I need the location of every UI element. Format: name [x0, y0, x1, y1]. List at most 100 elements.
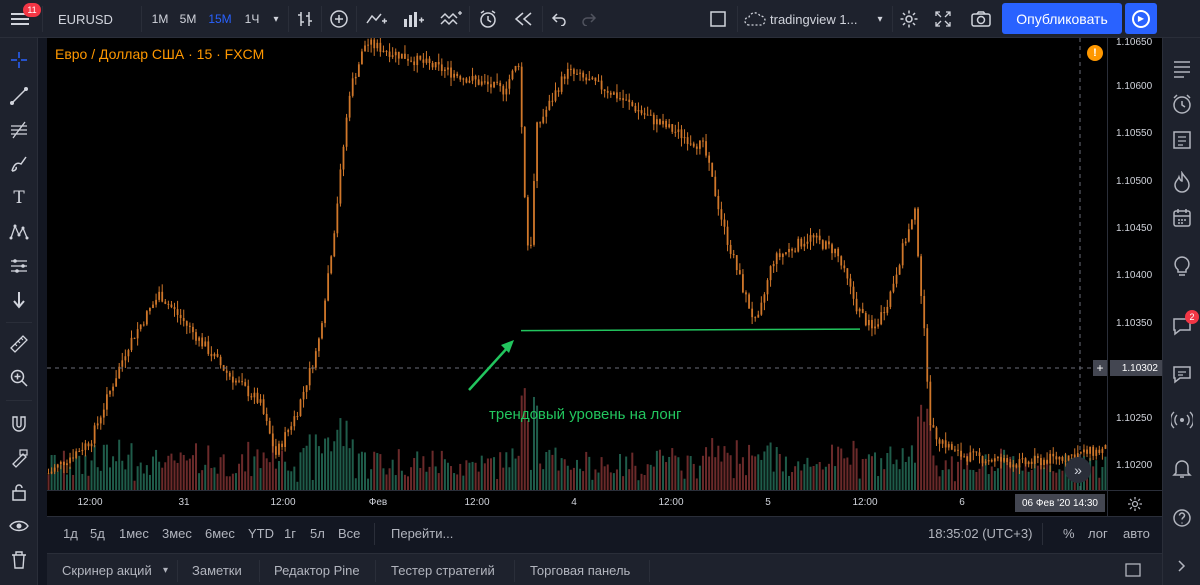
volume-bar	[904, 461, 907, 490]
watchlist-icon[interactable]	[1163, 50, 1200, 86]
annotation-text[interactable]: трендовый уровень на лонг	[489, 406, 682, 423]
undo-icon[interactable]	[545, 0, 573, 38]
time-axis[interactable]: 12:00 31 12:00 Фев 12:00 4 12:00 5 12:00…	[47, 490, 1107, 516]
range-1m[interactable]: 1мес	[119, 526, 149, 541]
symbol-search-button[interactable]: EURUSD	[58, 11, 113, 27]
range-5y[interactable]: 5л	[310, 526, 325, 541]
chevron-down-icon[interactable]: ▾	[273, 13, 279, 25]
trend-line-icon[interactable]	[0, 80, 38, 112]
auto-toggle[interactable]: авто	[1123, 526, 1150, 541]
maximize-panel-icon[interactable]	[1125, 554, 1141, 585]
menu-icon[interactable]	[0, 0, 40, 38]
publish-button[interactable]: Опубликовать	[1002, 3, 1122, 34]
notifications-icon[interactable]	[1163, 450, 1200, 486]
redo-icon[interactable]	[575, 0, 603, 38]
tab-notes[interactable]: Заметки	[192, 562, 242, 578]
divider	[6, 400, 32, 401]
candle-body	[1089, 446, 1092, 454]
candle-body	[990, 460, 993, 462]
hotlist-icon[interactable]	[1163, 164, 1200, 200]
range-1y[interactable]: 1г	[284, 526, 296, 541]
prediction-icon[interactable]	[0, 250, 38, 282]
candle-body	[785, 252, 787, 254]
publish-video-button[interactable]: ▶	[1125, 3, 1157, 34]
help-icon[interactable]	[1163, 500, 1200, 536]
ruler-icon[interactable]	[0, 328, 38, 360]
streams-icon[interactable]	[1163, 402, 1200, 438]
arrow-down-icon[interactable]	[0, 284, 38, 316]
candle-body	[505, 88, 508, 95]
eye-icon[interactable]	[0, 510, 38, 542]
magnet-icon[interactable]	[0, 408, 38, 440]
volume-bar	[763, 451, 766, 490]
range-3m[interactable]: 3мес	[162, 526, 192, 541]
tab-pine-editor[interactable]: Редактор Pine	[274, 562, 360, 578]
fib-tool-icon[interactable]	[0, 114, 38, 146]
data-window-icon[interactable]	[1163, 122, 1200, 158]
chevron-right-icon[interactable]	[1163, 548, 1200, 584]
bar-style-icon[interactable]	[290, 0, 320, 38]
percent-toggle[interactable]: %	[1063, 526, 1075, 541]
candle-body	[428, 58, 431, 64]
templates-icon[interactable]	[434, 0, 468, 38]
add-compare-icon[interactable]	[324, 0, 354, 38]
calendar-icon[interactable]	[1163, 200, 1200, 236]
warning-icon[interactable]: !	[1087, 45, 1103, 61]
tab-trading-panel[interactable]: Торговая панель	[530, 562, 631, 578]
tab-stock-screener[interactable]: Скринер акций	[62, 562, 152, 578]
volume-bar	[145, 465, 148, 490]
pattern-icon[interactable]	[0, 216, 38, 248]
ideas-icon[interactable]	[1163, 248, 1200, 284]
clock-timezone[interactable]: 18:35:02 (UTC+3)	[928, 526, 1033, 541]
chart-pane[interactable]: Евро / Доллар США · 15 · FXCM трендовый …	[47, 38, 1107, 490]
candle-body	[1104, 444, 1107, 449]
chart-legend[interactable]: Евро / Доллар США · 15 · FXCM	[55, 46, 265, 62]
range-all[interactable]: Все	[338, 526, 361, 541]
scroll-to-realtime-icon[interactable]: »	[1065, 457, 1091, 483]
interval-1m[interactable]: 1М	[151, 12, 169, 26]
gear-icon[interactable]	[1107, 490, 1162, 516]
lock-icon[interactable]	[0, 476, 38, 508]
tab-strategy-tester[interactable]: Тестер стратегий	[391, 562, 495, 578]
goto-date-button[interactable]: Перейти...	[391, 526, 454, 541]
candle-body	[689, 143, 692, 145]
plus-icon[interactable]: +	[1093, 360, 1107, 376]
zoom-in-icon[interactable]	[0, 362, 38, 394]
range-ytd[interactable]: YTD	[248, 526, 274, 541]
layout-square-icon[interactable]	[702, 0, 734, 38]
fullscreen-icon[interactable]	[928, 0, 958, 38]
range-1d[interactable]: 1д	[63, 526, 78, 541]
financials-icon[interactable]	[396, 0, 430, 38]
gear-icon[interactable]	[894, 0, 924, 38]
indicators-icon[interactable]	[360, 0, 394, 38]
replay-icon[interactable]	[508, 0, 540, 38]
range-6m[interactable]: 6мес	[205, 526, 235, 541]
volume-bar	[695, 478, 698, 490]
interval-5m[interactable]: 5М	[179, 12, 197, 26]
text-tool-icon[interactable]: T	[13, 188, 25, 208]
brush-icon[interactable]	[0, 148, 38, 180]
interval-15m[interactable]: 15М	[208, 12, 232, 26]
range-5d[interactable]: 5д	[90, 526, 105, 541]
candle-body	[410, 60, 412, 62]
divider	[259, 560, 260, 582]
messages-icon[interactable]	[1163, 356, 1200, 392]
trash-icon[interactable]	[0, 544, 38, 576]
alert-clock-icon[interactable]	[472, 0, 504, 38]
candle-body	[649, 114, 652, 116]
trend-level-line[interactable]	[520, 328, 861, 332]
crosshair-icon[interactable]	[0, 44, 38, 76]
interval-1h[interactable]: 1Ч	[244, 12, 260, 26]
chat-icon[interactable]: 2	[1163, 308, 1200, 344]
candle-body	[192, 326, 194, 333]
layout-name[interactable]: tradingview 1...	[770, 11, 858, 27]
log-toggle[interactable]: лог	[1088, 526, 1108, 541]
lock-drawing-icon[interactable]	[0, 442, 38, 474]
chevron-down-icon[interactable]: ▾	[163, 564, 169, 576]
price-axis[interactable]: 1.10650 1.10600 1.10550 1.10500 1.10450 …	[1093, 37, 1162, 490]
chevron-down-icon[interactable]: ▾	[877, 13, 883, 25]
annotation-arrow[interactable]	[468, 340, 514, 391]
volume-bar	[72, 474, 75, 490]
camera-icon[interactable]	[966, 0, 996, 38]
alerts-clock-icon[interactable]	[1163, 86, 1200, 122]
